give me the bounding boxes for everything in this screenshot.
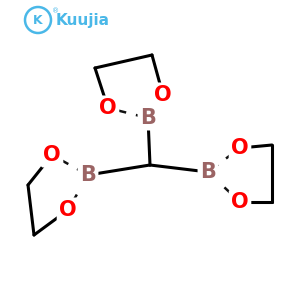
Text: K: K [33,14,43,26]
Text: O: O [154,85,172,105]
Text: O: O [99,98,117,118]
Text: B: B [140,108,156,128]
Text: B: B [200,162,216,182]
Text: O: O [59,200,77,220]
Text: O: O [43,145,61,165]
Text: O: O [231,192,249,212]
Text: Kuujia: Kuujia [56,13,110,28]
Text: O: O [231,138,249,158]
Text: B: B [80,165,96,185]
Text: ®: ® [52,8,59,14]
